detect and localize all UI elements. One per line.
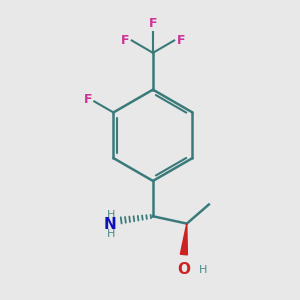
Polygon shape bbox=[180, 224, 188, 255]
Text: H: H bbox=[107, 229, 115, 239]
Text: F: F bbox=[149, 17, 157, 30]
Text: H: H bbox=[107, 210, 115, 220]
Text: H: H bbox=[199, 265, 208, 275]
Text: F: F bbox=[176, 34, 185, 47]
Text: F: F bbox=[83, 93, 92, 106]
Text: N: N bbox=[103, 217, 116, 232]
Text: F: F bbox=[121, 34, 129, 47]
Text: O: O bbox=[177, 262, 190, 277]
